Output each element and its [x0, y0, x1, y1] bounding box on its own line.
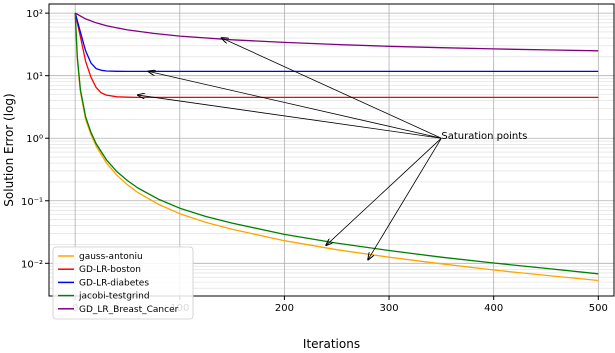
x-tick-label: 500	[589, 303, 608, 314]
legend: gauss-antoniu GD-LR-boston GD-LR-diabetes j…	[52, 246, 194, 320]
annotation-arrow	[368, 138, 442, 259]
annotation-text: Saturation points	[441, 131, 527, 142]
annotation-arrow	[138, 95, 442, 139]
annotation-arrow	[326, 137, 442, 245]
legend-label: gauss-antoniu	[79, 252, 143, 262]
x-tick-label: 200	[275, 303, 294, 314]
y-tick-label: 10¹	[26, 72, 43, 83]
plot-frame	[48, 3, 615, 297]
series-line-GD_LR_Breast_Cancer	[74, 12, 599, 52]
y-tick-label: 10⁰	[26, 134, 43, 145]
legend-label: jacobi-testgrind	[78, 292, 150, 302]
y-tick-label: 10⁻²	[21, 259, 43, 270]
annotation-arrow	[222, 38, 442, 139]
legend-label: GD-LR-boston	[79, 265, 141, 275]
x-tick-label: 400	[484, 303, 503, 314]
legend-box	[52, 246, 194, 320]
y-axis-ticks: 10⁻² 10⁻¹ 10⁰ 10¹ 10²	[21, 9, 49, 270]
series-line-GD-LR-boston	[74, 12, 599, 99]
legend-label: GD-LR-diabetes	[79, 278, 149, 288]
series-line-gauss-antoniu	[74, 13, 599, 282]
series-layer	[74, 12, 599, 282]
y-axis-label: Solution Error (log)	[2, 93, 16, 206]
annotation-arrow	[148, 71, 442, 139]
annotation-layer: Saturation points	[138, 38, 527, 259]
legend-label: GD_LR_Breast_Cancer	[79, 305, 179, 315]
series-line-GD-LR-diabetes	[74, 12, 599, 73]
series-line-jacobi-testgrind	[74, 13, 599, 275]
y-tick-label: 10⁻¹	[21, 197, 43, 208]
x-tick-label: 300	[379, 303, 398, 314]
x-axis-label: Iterations	[303, 337, 360, 351]
y-tick-label: 10²	[26, 9, 43, 20]
